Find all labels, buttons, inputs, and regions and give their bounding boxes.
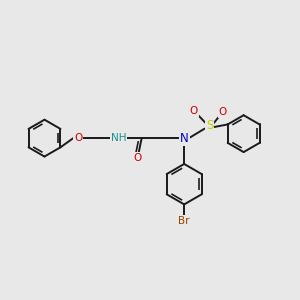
Text: S: S [206, 119, 213, 132]
Text: O: O [219, 107, 227, 117]
Text: O: O [190, 106, 198, 116]
Text: N: N [180, 132, 189, 145]
Text: Br: Br [178, 216, 190, 226]
Text: O: O [134, 153, 142, 163]
Text: O: O [74, 133, 82, 143]
Text: NH: NH [111, 133, 127, 143]
